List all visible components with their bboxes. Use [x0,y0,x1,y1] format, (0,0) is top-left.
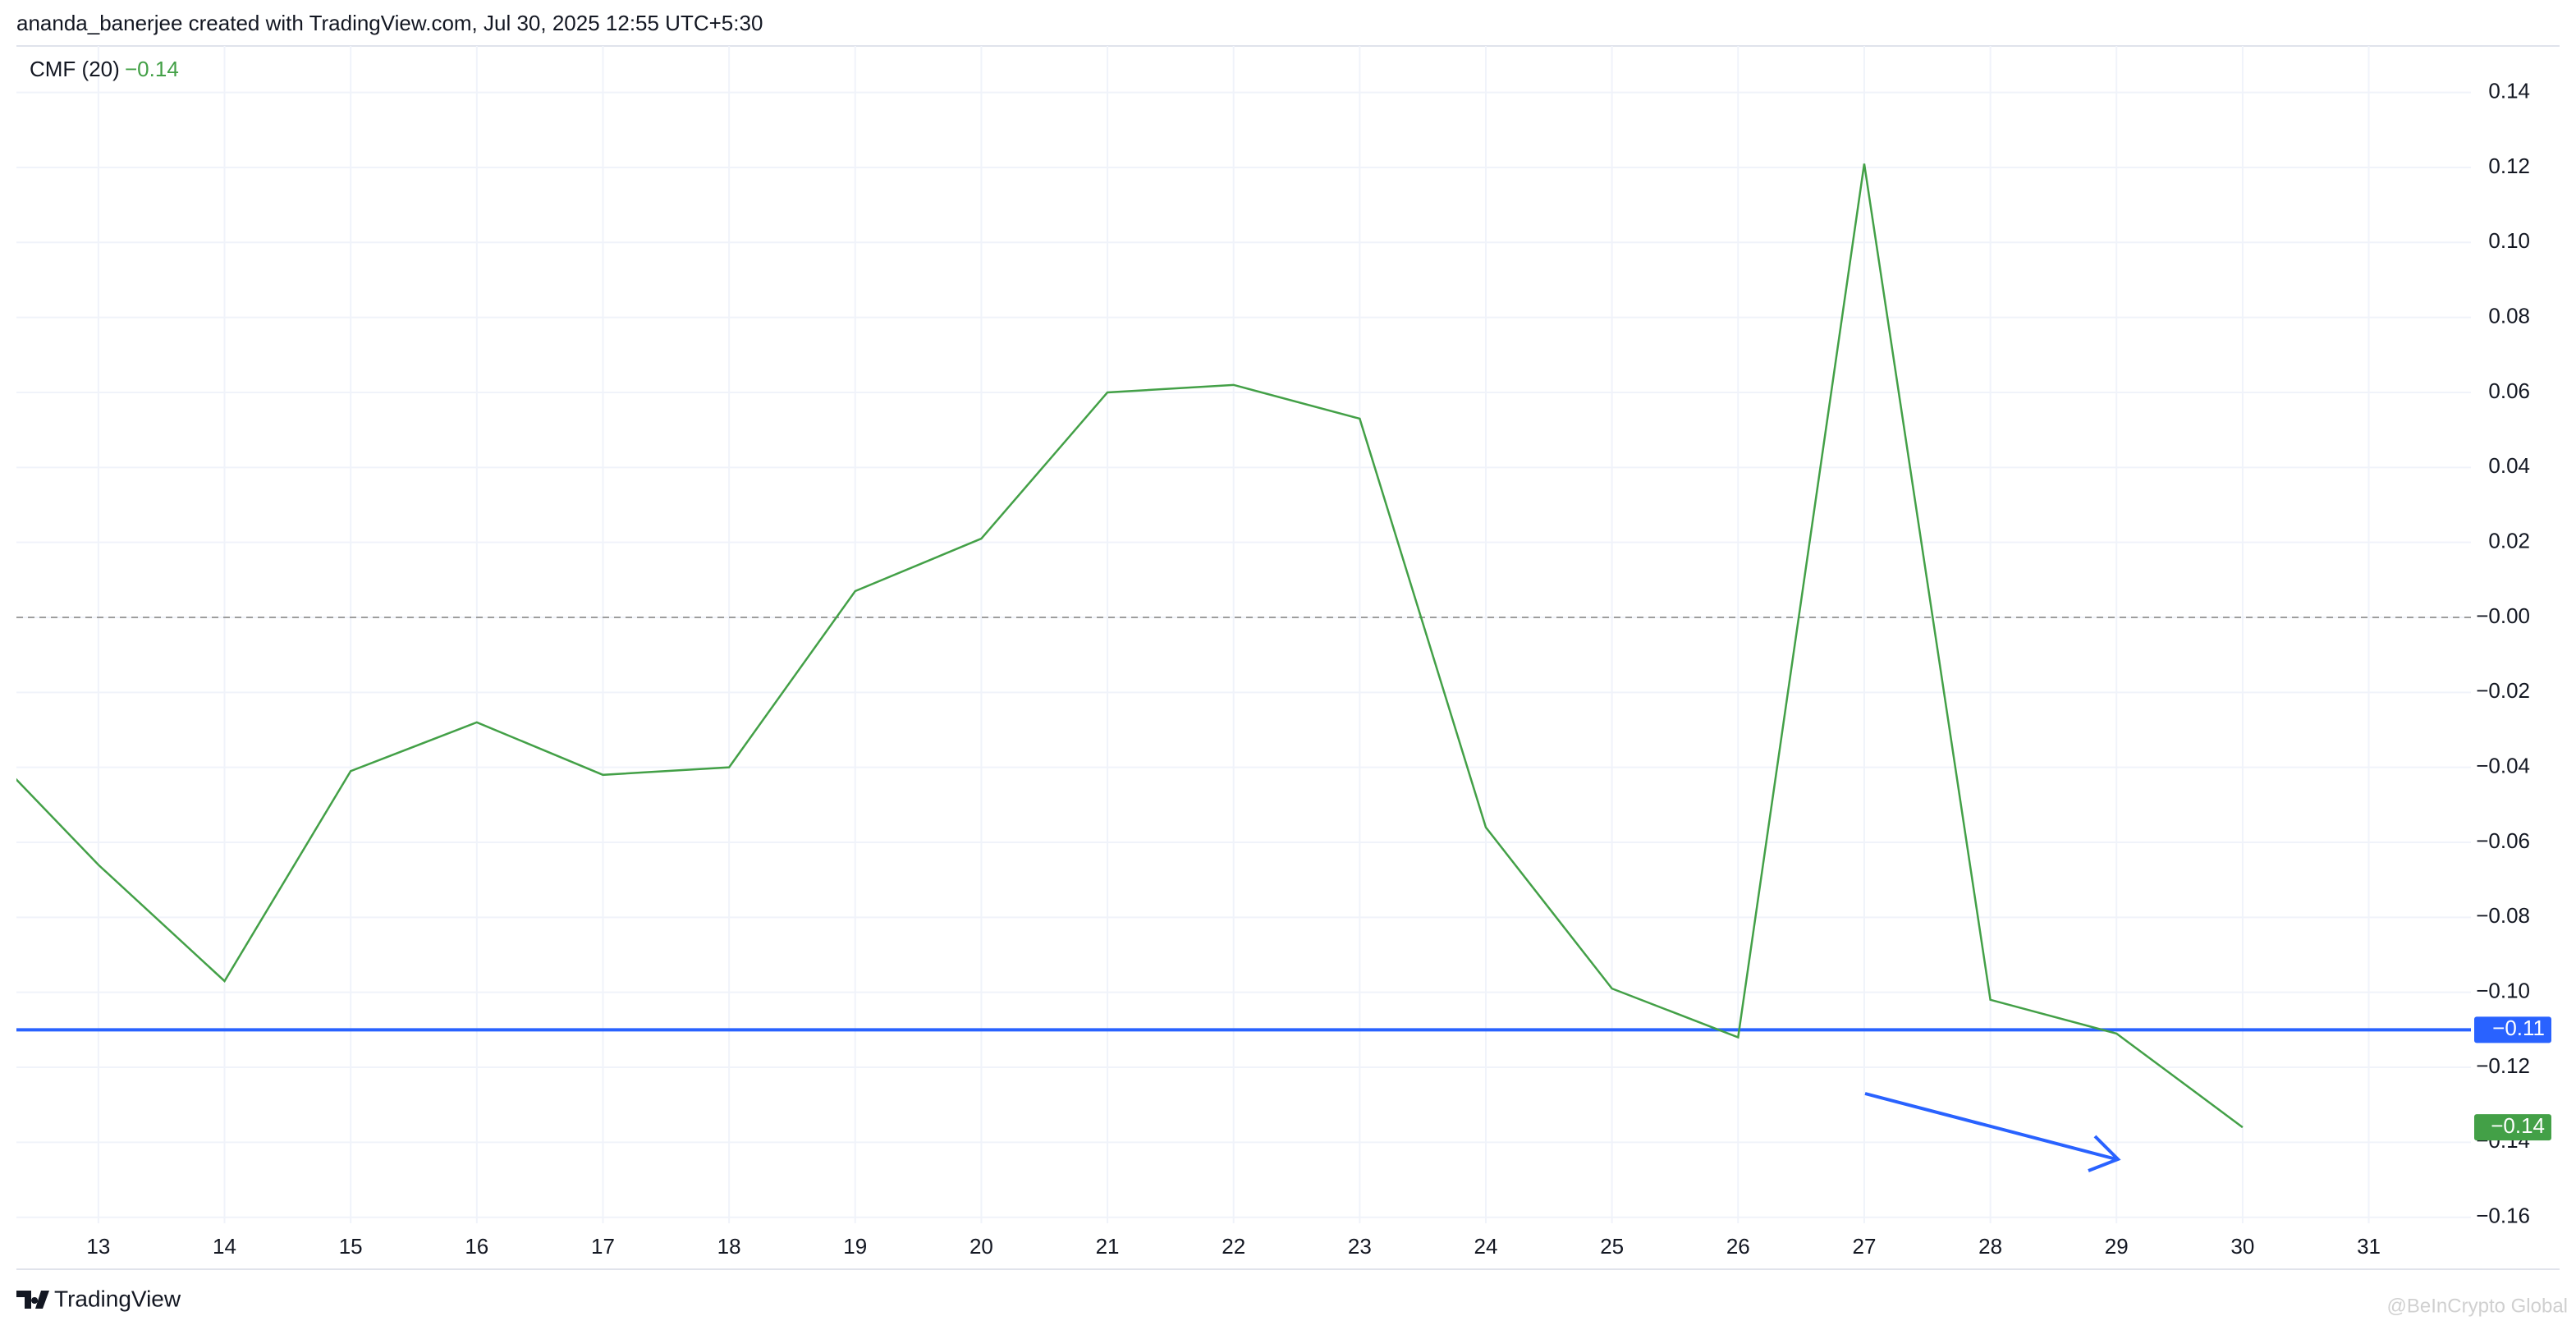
y-tick-label: −0.02 [2476,678,2530,703]
x-tick-label: 19 [843,1234,867,1259]
price-badge [2474,1114,2551,1141]
y-tick-label: 0.04 [2488,453,2530,478]
x-tick-label: 21 [1096,1234,1120,1259]
y-tick-label: −0.10 [2476,979,2530,1003]
x-tick-label: 13 [86,1234,110,1259]
trend-arrow [1864,1092,2121,1172]
watermark: @BeInCrypto Global [2387,1295,2568,1317]
x-tick-label: 16 [465,1234,488,1259]
legend-name: CMF (20) [30,57,120,81]
series-line [16,163,2244,1129]
x-tick-label: 29 [2105,1234,2129,1259]
y-tick-label: −0.06 [2476,828,2530,853]
x-tick-label: 26 [1726,1234,1750,1259]
x-tick-label: 30 [2230,1234,2254,1259]
x-tick-label: 18 [717,1234,741,1259]
x-tick-label: 20 [969,1234,993,1259]
x-tick-label: 14 [213,1234,236,1259]
y-tick-label: −0.12 [2476,1053,2530,1078]
axes: 0.14 0.12 0.10 0.08 0.06 0.04 0.02 −0.00 −0.02 −0… [86,79,2551,1259]
brand: TradingView [16,1286,181,1311]
y-tick-label: 0.10 [2488,228,2530,253]
y-tick-label: 0.12 [2488,154,2530,178]
x-tick-label: 23 [1348,1234,1372,1259]
x-tick-label: 17 [591,1234,615,1259]
arrow-head [2088,1135,2121,1172]
y-tick-label: −0.08 [2476,903,2530,928]
y-tick-label: 0.14 [2488,79,2530,103]
price-badge-label: −0.11 [2492,1016,2545,1040]
legend-value: −0.14 [125,57,179,81]
attribution: ananda_banerjee created with TradingView… [16,11,763,35]
plot [16,163,2471,1129]
arrow-line [1864,1092,2117,1161]
y-tick-label: −0.00 [2476,603,2530,628]
x-tick-label: 15 [339,1234,363,1259]
price-badge [2474,1016,2551,1043]
y-tick-label: −0.16 [2476,1204,2530,1228]
brand-logo [16,1291,49,1309]
y-tick-label: 0.08 [2488,304,2530,328]
price-badge-label: −0.14 [2491,1113,2545,1138]
y-tick-label: 0.02 [2488,529,2530,553]
y-tick-label: −0.04 [2476,754,2530,778]
x-tick-label: 28 [1978,1234,2002,1259]
x-tick-label: 24 [1474,1234,1498,1259]
x-tick-label: 25 [1600,1234,1624,1259]
y-tick-label: 0.06 [2488,378,2530,403]
x-tick-label: 22 [1222,1234,1245,1259]
x-tick-label: 31 [2357,1234,2381,1259]
x-tick-label: 27 [1852,1234,1876,1259]
grid [16,46,2471,1223]
brand-name: TradingView [54,1286,181,1311]
